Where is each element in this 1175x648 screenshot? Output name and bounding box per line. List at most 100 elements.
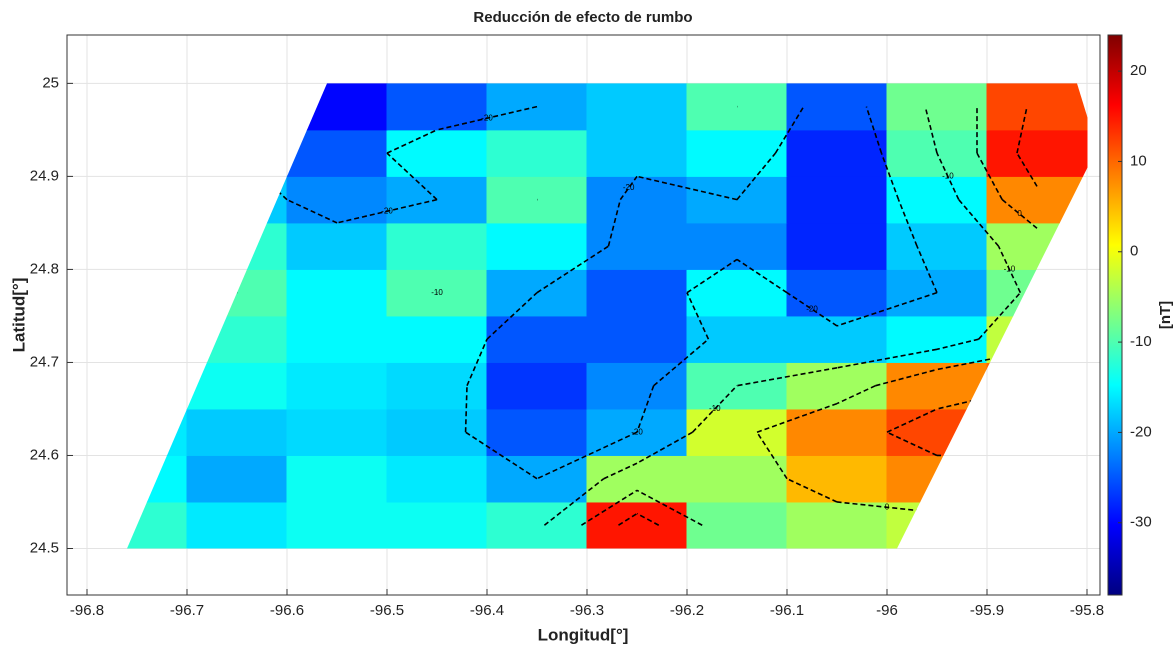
field-cell: [486, 408, 588, 456]
field-cell: [286, 454, 388, 503]
contour-line: [976, 152, 1003, 201]
y-tick-label: 24.5: [30, 539, 59, 556]
contour-line: [536, 245, 609, 294]
chart-title: Reducción de efecto de rumbo: [473, 9, 692, 26]
field-cell: [486, 175, 588, 224]
field-cell: [686, 408, 788, 456]
field-cell: [786, 222, 888, 270]
contour-line: [865, 106, 883, 154]
contour-line: [1016, 152, 1038, 187]
x-tick-label: -96.4: [470, 602, 504, 619]
field-cell: [486, 315, 588, 363]
contour-line: [686, 258, 738, 294]
contour-line: [836, 384, 876, 405]
contour-line: [958, 199, 1000, 247]
contour-line: [465, 431, 538, 480]
field-cell: [686, 129, 788, 177]
y-axis-label: Latitud[°]: [9, 278, 28, 353]
contour-label: -20: [806, 304, 818, 313]
x-tick-label: -96.1: [770, 602, 804, 619]
field-cell: [286, 361, 388, 410]
contour-line: [636, 385, 655, 433]
field-cell: [486, 129, 588, 177]
contour-line: [736, 367, 838, 387]
field-cell: [686, 268, 788, 317]
field-cell: [786, 129, 888, 177]
field-cell: [786, 268, 888, 317]
contour-label: -10: [1004, 265, 1016, 274]
contour-line: [880, 152, 900, 200]
colorbar-tick-label: -20: [1130, 423, 1152, 440]
field-cell: [786, 361, 888, 410]
contour-line: [936, 338, 979, 351]
contour-line: [786, 477, 838, 503]
field-cell: [986, 129, 1088, 177]
field-cell: [486, 361, 588, 410]
y-tick-label: 24.7: [30, 353, 59, 370]
field-cell: [386, 408, 488, 456]
field-cell: [286, 222, 388, 270]
contour-label: 0: [885, 502, 890, 511]
field-cell: [286, 501, 388, 549]
contour-line: [603, 462, 638, 480]
field-cell: [386, 315, 488, 363]
contour-line: [897, 199, 918, 247]
contour-line: [691, 385, 738, 433]
field-cell: [186, 454, 288, 503]
field-cell: [386, 361, 488, 410]
contour-label: 0: [1017, 209, 1022, 218]
colorbar-tick-label: -30: [1130, 514, 1152, 531]
field-cell: [586, 129, 688, 177]
field-cell: [486, 501, 588, 549]
contour-line: [636, 512, 660, 526]
colorbar-tick-label: 0: [1130, 243, 1138, 260]
contour-line: [886, 431, 938, 457]
y-tick-label: 24.9: [30, 167, 59, 184]
y-tick-label: 25: [42, 74, 59, 91]
field-cell: [786, 83, 888, 131]
contour-line: [886, 408, 938, 433]
field-cell: [286, 408, 388, 456]
colorbar-tick-label: 20: [1130, 62, 1147, 79]
x-tick-label: -95.8: [1070, 602, 1104, 619]
contour-line: [536, 431, 638, 480]
field-cell: [686, 222, 788, 270]
colorbar: [1107, 34, 1123, 596]
field-cell: [786, 454, 888, 503]
x-tick-label: -96.6: [270, 602, 304, 619]
contour-line: [756, 431, 788, 480]
contour-label: -20: [623, 183, 635, 192]
colorbar-tick-label: -10: [1130, 333, 1152, 350]
x-tick-label: -96.7: [170, 602, 204, 619]
field-cell: [486, 454, 588, 503]
field-cell: [286, 315, 388, 363]
field-cell: [386, 129, 488, 177]
axes-box: [66, 34, 1101, 596]
field-cell: [586, 83, 688, 131]
contour-label: -10: [942, 172, 954, 181]
contour-line: [736, 258, 788, 294]
contour-line: [736, 152, 777, 201]
contour-line: [286, 198, 338, 224]
x-tick-label: -96.2: [670, 602, 704, 619]
contour-line: [916, 245, 938, 293]
field-cell: [286, 175, 388, 224]
field-cell: [786, 175, 888, 224]
colorbar-label: [nT]: [1157, 301, 1174, 329]
field-cell: [786, 501, 888, 549]
field-cell: [186, 501, 288, 549]
field-cell: [386, 454, 488, 503]
contour-line: [978, 292, 1021, 340]
contour-label: -20: [481, 113, 493, 122]
field-cell: [486, 222, 588, 270]
contour-line: [386, 152, 438, 201]
contour-line: [581, 489, 638, 526]
contour-line: [436, 105, 538, 131]
contour-line: [836, 348, 938, 369]
contour-line: [636, 175, 738, 201]
y-tick-label: 24.6: [30, 446, 59, 463]
y-tick-label: 24.8: [30, 260, 59, 277]
contour-line: [636, 431, 693, 464]
contour-line: [607, 199, 622, 247]
